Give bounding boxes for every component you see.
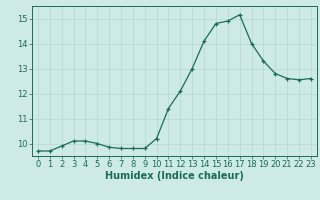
X-axis label: Humidex (Indice chaleur): Humidex (Indice chaleur) (105, 171, 244, 181)
